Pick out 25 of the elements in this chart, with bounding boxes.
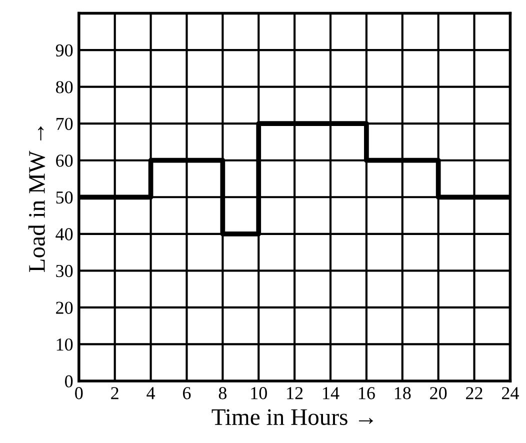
y-tick-label: 50 [56,191,73,204]
x-tick-label: 14 [323,387,340,400]
y-tick-label: 80 [56,81,73,94]
y-tick-label: 70 [56,118,73,130]
x-tick-label: 2 [111,387,118,400]
y-tick-label: 0 [65,375,73,388]
y-tick-label: 20 [56,302,73,314]
x-tick-label: 24 [502,387,519,400]
x-axis-title: Time in Hours → [212,409,373,426]
x-tick-label: 10 [251,387,267,400]
y-axis-title: Load in MW → [28,126,46,272]
x-tick-label: 6 [182,387,191,400]
y-tick-label: 60 [56,154,73,167]
x-tick-label: 16 [359,387,375,400]
x-tick-label: 0 [75,387,83,400]
x-tick-label: 12 [287,387,303,400]
y-tick-label: 30 [56,264,73,278]
x-tick-label: 18 [394,387,411,400]
x-tick-label: 20 [430,387,447,400]
y-tick-label: 90 [56,44,73,56]
x-tick-label: 8 [218,387,226,400]
y-tick-label: 40 [56,228,73,240]
y-tick-label: 10 [56,338,73,351]
x-tick-label: 4 [146,387,156,400]
x-tick-label: 22 [466,387,482,400]
